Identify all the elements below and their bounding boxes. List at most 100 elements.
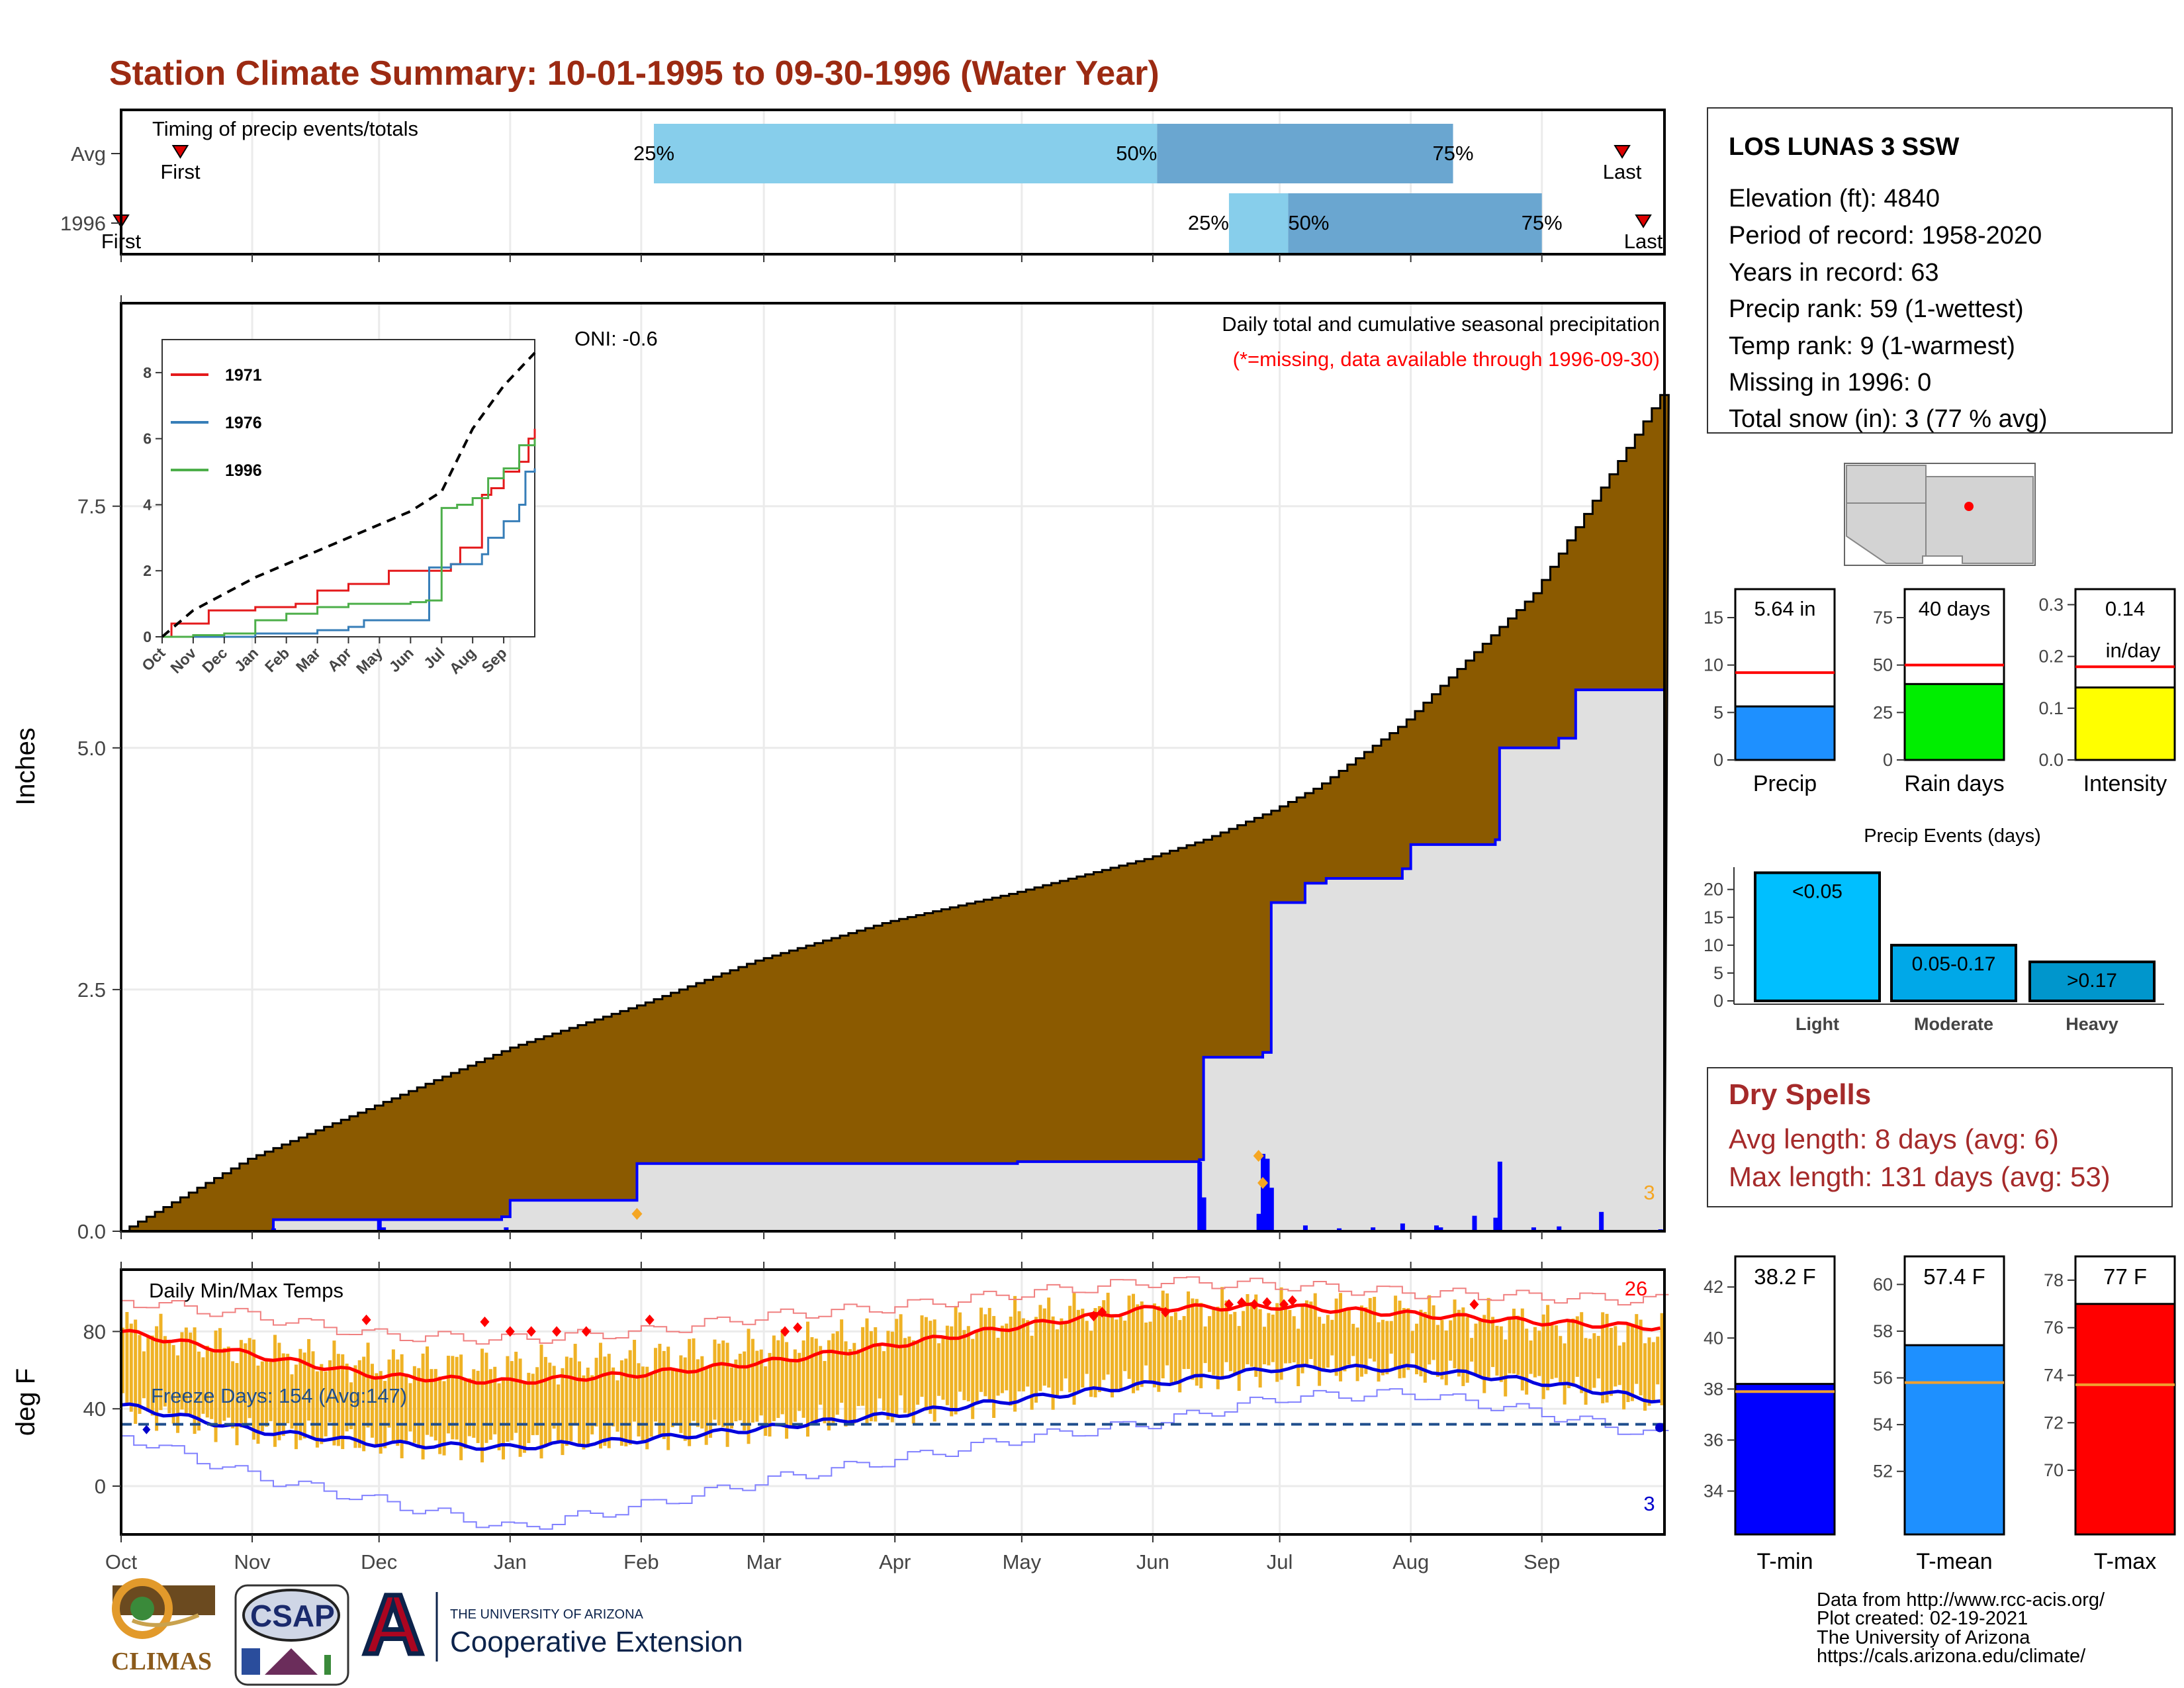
daily-temp-bar: [1639, 1319, 1643, 1395]
daily-temp-bar: [222, 1348, 226, 1421]
daily-temp-bar: [911, 1340, 915, 1424]
daily-temp-bar: [561, 1368, 565, 1456]
daily-temp-bar: [1127, 1295, 1131, 1379]
daily-temp-bar: [1402, 1307, 1406, 1378]
timing-bar-25-50: [1228, 193, 1289, 253]
summary-bar-y-tick-label: 5: [1713, 702, 1723, 722]
inset-frame: [161, 339, 535, 637]
daily-temp-bar: [1318, 1317, 1322, 1386]
daily-temp-bar: [1330, 1319, 1334, 1356]
precip-y-tick-label: 5.0: [77, 737, 106, 760]
temp-bar-value: 57.4 F: [1923, 1264, 1985, 1289]
daily-temp-bar: [1461, 1307, 1465, 1386]
record-high-marker: [552, 1326, 562, 1337]
record-high-marker: [526, 1326, 536, 1337]
daily-temp-bar: [1339, 1293, 1343, 1382]
daily-temp-bar: [1630, 1326, 1634, 1401]
daily-temp-bar: [535, 1367, 539, 1435]
record-high-marker: [1097, 1307, 1107, 1318]
summary-bar-precip: [1734, 705, 1836, 761]
daily-temp-bar: [125, 1312, 129, 1407]
daily-temp-bar: [1601, 1312, 1605, 1403]
daily-temp-bar: [1406, 1308, 1410, 1370]
temp-panel-title: Daily Min/Max Temps: [149, 1279, 343, 1302]
daily-temp-bar: [311, 1351, 315, 1438]
temp-frame: [120, 1268, 1666, 1536]
daily-temp-bar: [298, 1348, 302, 1440]
daily-precip-bar: [1531, 1227, 1536, 1231]
daily-temp-bar: [1182, 1316, 1186, 1370]
timing-p75-label: 75%: [1433, 142, 1474, 165]
dry-spells-avg: Avg length: 8 days (avg: 6): [1729, 1123, 2059, 1154]
daily-temp-bar: [603, 1356, 607, 1446]
daily-temp-bar: [1021, 1318, 1025, 1391]
events-y-tick-label: 20: [1704, 880, 1723, 900]
daily-temp-bar: [1148, 1321, 1152, 1383]
inset-legend-label: 1996: [225, 461, 262, 480]
dry-spells-title: Dry Spells: [1729, 1078, 1871, 1111]
daily-temp-bar: [375, 1373, 379, 1448]
daily-temp-bar: [688, 1338, 692, 1446]
daily-temp-bar: [628, 1350, 632, 1445]
daily-temp-bar: [357, 1360, 361, 1448]
daily-temp-bar: [260, 1361, 264, 1432]
daily-temp-bar: [819, 1346, 823, 1405]
freeze-days-label: Freeze Days: 154 (Avg:147): [151, 1384, 407, 1407]
daily-temp-bar: [129, 1323, 133, 1412]
daily-temp-bar: [886, 1331, 890, 1420]
daily-temp-bar: [700, 1356, 704, 1429]
events-bar-heavy: [2028, 961, 2156, 1003]
station-line: Temp rank: 9 (1-warmest): [1729, 332, 2015, 360]
daily-temp-bar: [1055, 1329, 1059, 1395]
inset-line-1976: [162, 468, 536, 638]
daily-temp-bar: [548, 1362, 552, 1444]
daily-temp-bar: [920, 1315, 924, 1397]
temp-bar-y-tick-label: 76: [2044, 1318, 2064, 1338]
daily-temp-bar: [383, 1381, 387, 1448]
month-label: Mar: [746, 1550, 781, 1573]
daily-temp-bar: [1457, 1309, 1461, 1377]
daily-temp-bar: [543, 1356, 547, 1448]
daily-precip-bar: [1337, 1228, 1342, 1231]
temp-bar-y-tick-label: 54: [1873, 1415, 1893, 1434]
daily-temp-bar: [971, 1338, 975, 1419]
month-label: Dec: [361, 1550, 397, 1573]
daily-temp-bar: [1136, 1304, 1140, 1391]
inset-line-1996: [162, 438, 536, 638]
daily-precip-bar: [377, 1219, 382, 1231]
station-location-dot: [1964, 502, 1974, 511]
last-event-marker: [1614, 145, 1631, 159]
daily-temp-bar: [1423, 1311, 1427, 1383]
daily-temp-bar: [1000, 1325, 1004, 1393]
daily-temp-bar: [882, 1351, 886, 1411]
ua-block-a: A: [363, 1577, 424, 1672]
daily-temp-bar: [582, 1375, 586, 1450]
daily-temp-bar: [1013, 1295, 1017, 1412]
climas-logo-text: CLIMAS: [111, 1648, 212, 1675]
temp-bar-label: T-max: [2094, 1549, 2156, 1574]
timing-bar-50-75: [1157, 124, 1453, 183]
daily-temp-bar: [1275, 1303, 1279, 1382]
daily-temp-bar: [412, 1366, 416, 1443]
daily-temp-bar: [1005, 1323, 1009, 1391]
summary-bar-y-tick-label: 0.2: [2038, 647, 2064, 667]
daily-temp-bar: [962, 1330, 966, 1401]
station-name: LOS LUNAS 3 SSW: [1729, 133, 1959, 161]
temp-bar-y-tick-label: 56: [1873, 1368, 1893, 1388]
daily-temp-bar: [764, 1366, 768, 1436]
snow-days-count: 3: [1643, 1181, 1655, 1204]
station-info-box: LOS LUNAS 3 SSW Elevation (ft): 4840 Per…: [1707, 107, 2173, 434]
daily-temp-bar: [341, 1354, 345, 1450]
events-category-label: Moderate: [1914, 1014, 1993, 1034]
csap-logo-text: CSAP: [250, 1599, 335, 1633]
daily-temp-bar: [725, 1342, 729, 1447]
daily-temp-bar: [307, 1338, 311, 1421]
temp-y-tick-label: 0: [95, 1475, 106, 1498]
daily-temp-bar: [890, 1331, 894, 1423]
daily-temp-bar: [1195, 1299, 1199, 1386]
daily-temp-bar: [201, 1357, 205, 1414]
daily-precip-bar: [504, 1227, 509, 1231]
daily-temp-bar: [666, 1346, 670, 1450]
daily-temp-bar: [734, 1359, 738, 1422]
summary-bar-y-tick-label: 0: [1883, 750, 1893, 770]
